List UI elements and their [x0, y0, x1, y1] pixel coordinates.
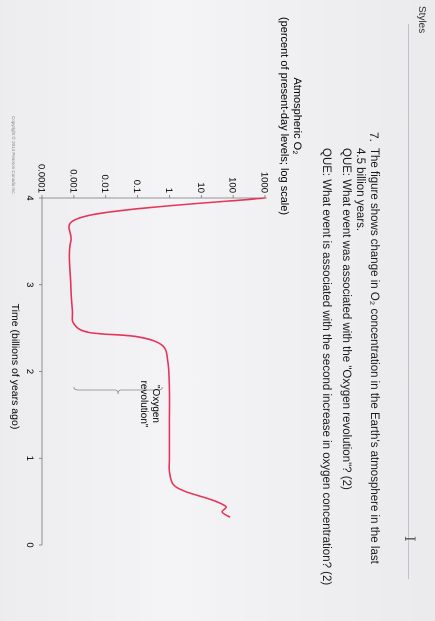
- y-axis-title-line-1: Atmospheric O₂: [291, 77, 303, 154]
- y-tick-label: 1: [163, 188, 174, 193]
- oxygen-curve-series: [68, 197, 266, 518]
- copyright-text: Copyright © 2014 Pearson Canada Inc.: [11, 116, 16, 195]
- x-tick-label: 0: [24, 542, 35, 547]
- y-tick-label: 0.001: [67, 169, 78, 193]
- oxygen-revolution-label-line-1: "Oxygen: [150, 385, 161, 423]
- x-tick-label: 1: [24, 456, 35, 461]
- oxygen-revolution-label-line-2: revolution": [138, 381, 149, 428]
- y-tick-label: 10: [195, 182, 206, 193]
- y-tick-label: 1000: [259, 172, 270, 193]
- x-tick-label: 4: [24, 195, 35, 200]
- x-tick-label: 3: [24, 282, 35, 287]
- x-tick-label: 2: [24, 369, 35, 374]
- x-axis-title: Time (billions of years ago): [9, 304, 21, 430]
- y-tick-label: 100: [227, 177, 238, 193]
- y-axis-title-line-2: (percent of present-day levels; log scal…: [278, 17, 290, 215]
- y-tick-label: 0.01: [99, 175, 110, 194]
- y-tick-label: 0.1: [131, 180, 142, 193]
- oxygen-revolution-brace: [73, 386, 163, 395]
- y-tick-label: 0.0001: [36, 164, 47, 193]
